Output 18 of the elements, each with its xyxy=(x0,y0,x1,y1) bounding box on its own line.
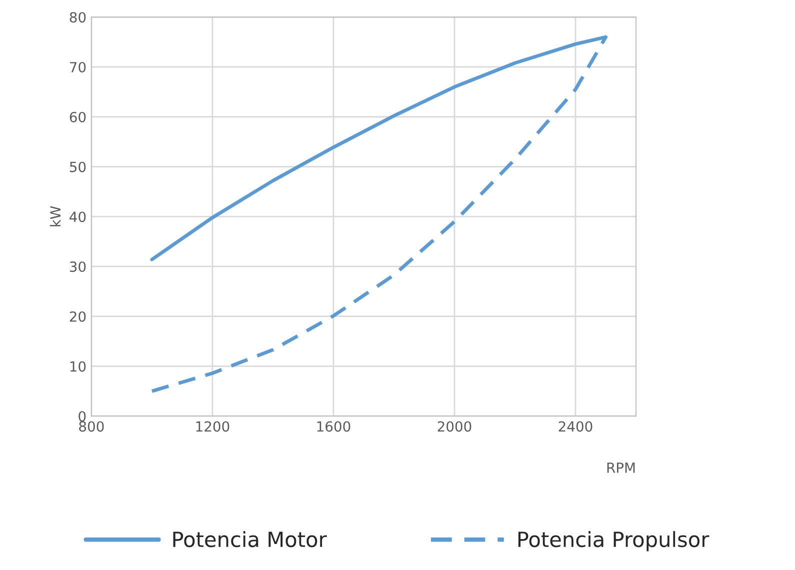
y-tick-label: 30 xyxy=(70,261,86,272)
y-tick-label: 10 xyxy=(70,361,86,372)
y-tick-label: 60 xyxy=(70,112,86,122)
x-tick-label: 1600 xyxy=(317,421,350,432)
y-axis-title: kW xyxy=(50,206,60,226)
y-tick-label: 50 xyxy=(70,162,86,172)
y-tick-label: 70 xyxy=(70,62,86,72)
x-tick-label: 1200 xyxy=(196,421,230,432)
y-tick-label: 0 xyxy=(78,411,86,422)
y-tick-label: 80 xyxy=(70,12,86,23)
y-tick-label: 40 xyxy=(70,212,86,222)
x-axis-title: RPM xyxy=(607,462,635,473)
legend-label: Potencia Motor xyxy=(173,531,327,548)
x-tick-label: 2000 xyxy=(438,421,472,432)
x-tick-label: 2400 xyxy=(558,421,592,432)
legend-label: Potencia Propulsor xyxy=(518,531,710,552)
y-tick-label: 20 xyxy=(70,311,86,322)
x-tick-label: 800 xyxy=(79,421,104,432)
